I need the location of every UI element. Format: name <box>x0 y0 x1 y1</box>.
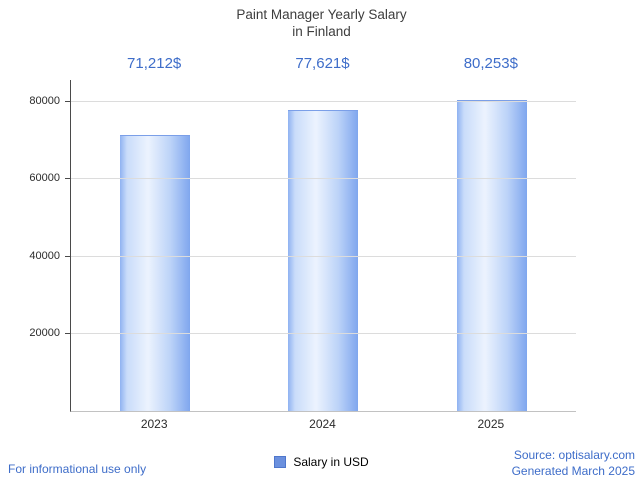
source-text: Source: optisalary.com <box>513 448 635 462</box>
bar-2024[interactable] <box>288 110 359 411</box>
gridline <box>71 255 576 257</box>
chart-title: Paint Manager Yearly Salary in Finland <box>0 6 643 40</box>
gridline <box>71 101 576 103</box>
gridline <box>71 332 576 334</box>
y-tick-label: 20000 <box>29 326 60 339</box>
bar-column <box>71 80 239 411</box>
bar-value-labels-row: 71,212$ 77,621$ 80,253$ <box>70 55 575 75</box>
source-info: Source: optisalary.com Generated March 2… <box>512 447 635 479</box>
bar-value-label: 80,253$ <box>463 55 518 72</box>
bars-container <box>71 80 576 411</box>
legend-label: Salary in USD <box>293 455 369 469</box>
y-axis-tick <box>65 178 71 180</box>
bar-value-label: 77,621$ <box>295 55 350 72</box>
y-axis-tick <box>65 332 71 334</box>
bar-2023[interactable] <box>120 134 191 411</box>
y-tick-label: 80000 <box>29 95 60 108</box>
chart-title-line1: Paint Manager Yearly Salary <box>236 7 407 22</box>
plot-area <box>65 80 576 412</box>
y-tick-label: 40000 <box>29 249 60 262</box>
y-axis-tick <box>65 255 71 257</box>
x-tick-label: 2025 <box>477 417 505 431</box>
y-axis-tick <box>65 101 71 103</box>
x-tick-label: 2023 <box>140 417 168 431</box>
x-tick-label: 2024 <box>309 417 336 431</box>
legend-swatch-icon <box>274 456 287 468</box>
chart-title-line2: in Finland <box>292 24 351 39</box>
bar-column <box>408 80 576 411</box>
generated-text: Generated March 2025 <box>511 464 635 478</box>
gridline <box>71 178 576 180</box>
disclaimer-text: For informational use only <box>8 462 147 476</box>
bar-value-label: 71,212$ <box>127 55 182 72</box>
y-tick-label: 60000 <box>29 172 60 185</box>
x-axis-labels: 2023 2024 2025 <box>70 417 575 431</box>
y-axis-labels: 20000 40000 60000 80000 <box>0 80 70 411</box>
legend: Salary in USD <box>0 455 643 469</box>
bar-column <box>239 80 407 411</box>
